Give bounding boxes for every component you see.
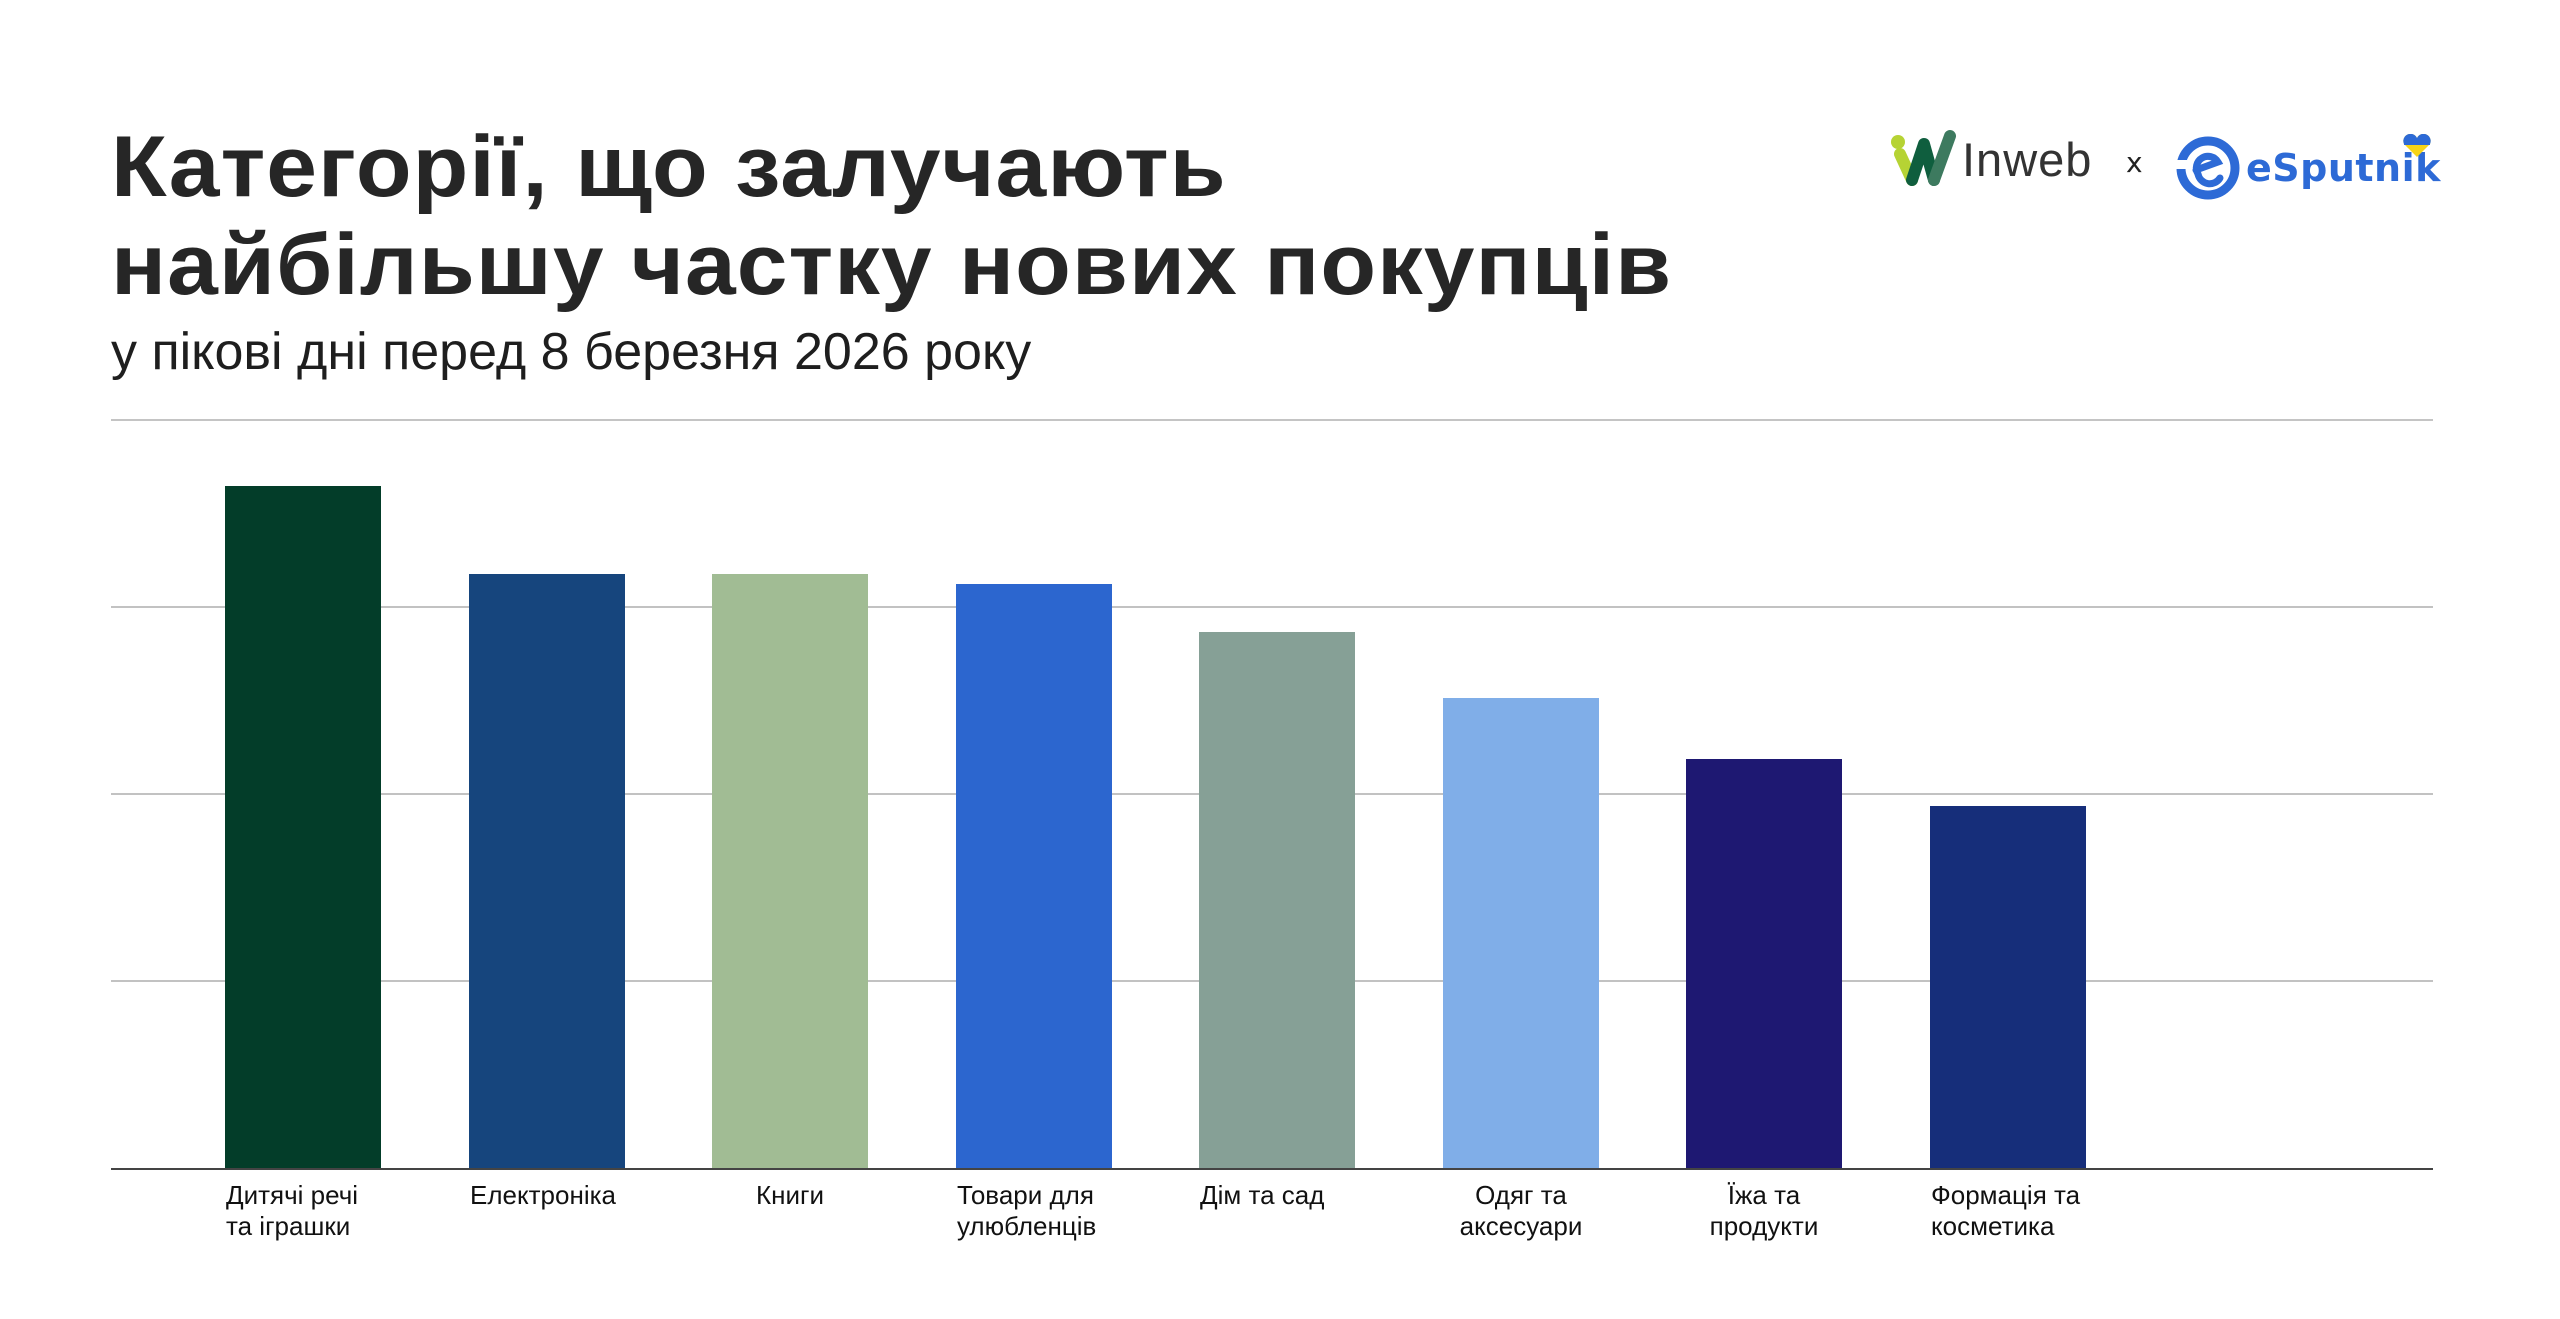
- logo-separator: x: [2126, 146, 2143, 179]
- x-axis-label-line: Дитячі речі: [226, 1180, 359, 1210]
- x-axis-label-line: Товари для: [957, 1180, 1094, 1210]
- bar: [225, 486, 381, 1169]
- x-axis-label: Книги: [690, 1180, 890, 1211]
- x-axis-label: Їжа та продукти: [1664, 1180, 1864, 1242]
- x-axis-label-line: косметика: [1931, 1211, 2055, 1241]
- bar: [712, 574, 868, 1169]
- x-axis-label-line: Електроніка: [470, 1180, 617, 1210]
- esputnik-wordmark: eSputnik: [2246, 146, 2441, 190]
- bar: [1930, 806, 2086, 1169]
- inweb-wordmark: Inweb: [1962, 133, 2093, 186]
- x-axis-label: Дім та сад: [1200, 1180, 1400, 1211]
- x-axis-label: Одяг та аксесуари: [1421, 1180, 1621, 1242]
- x-axis: [111, 1168, 2433, 1170]
- x-axis-label-line: Дім та сад: [1200, 1180, 1325, 1210]
- bar: [1199, 632, 1355, 1169]
- esputnik-e-icon: [2176, 136, 2240, 200]
- x-axis-label-line: Формація та: [1931, 1180, 2081, 1210]
- header-divider: [111, 419, 2433, 421]
- x-axis-label: Дитячі речі та іграшки: [226, 1180, 426, 1242]
- x-axis-label-line: та іграшки: [226, 1211, 351, 1241]
- chart-title-line-2: найбільшу частку нових покупців: [111, 217, 1673, 313]
- chart-title-line-1: Категорії, що залучають: [111, 119, 1227, 215]
- gridline: [111, 606, 2433, 608]
- x-axis-label: Формація та косметика: [1931, 1180, 2131, 1242]
- inweb-logo: Inweb: [1890, 128, 2093, 188]
- x-axis-label-line: улюбленців: [957, 1211, 1097, 1241]
- x-axis-label-line: Одяг та: [1475, 1180, 1567, 1210]
- bar: [1686, 759, 1842, 1169]
- x-axis-label-line: аксесуари: [1459, 1211, 1583, 1241]
- chart-title: Категорії, що залучають найбільшу частку…: [111, 118, 1672, 314]
- x-axis-label-line: Їжа та: [1727, 1180, 1801, 1210]
- ukraine-heart-icon: [2403, 134, 2431, 157]
- x-axis-label-line: продукти: [1709, 1211, 1819, 1241]
- x-axis-label: Товари для улюбленців: [957, 1180, 1157, 1242]
- esputnik-logo: eSputnik: [2176, 134, 2440, 200]
- bar: [1443, 698, 1599, 1169]
- x-axis-label-line: Книги: [755, 1180, 825, 1210]
- inweb-w-icon: [1891, 130, 1956, 186]
- x-axis-label: Електроніка: [470, 1180, 670, 1211]
- bar: [469, 574, 625, 1169]
- chart-subtitle: у пікові дні перед 8 березня 2026 року: [111, 323, 1032, 381]
- bar: [956, 584, 1112, 1169]
